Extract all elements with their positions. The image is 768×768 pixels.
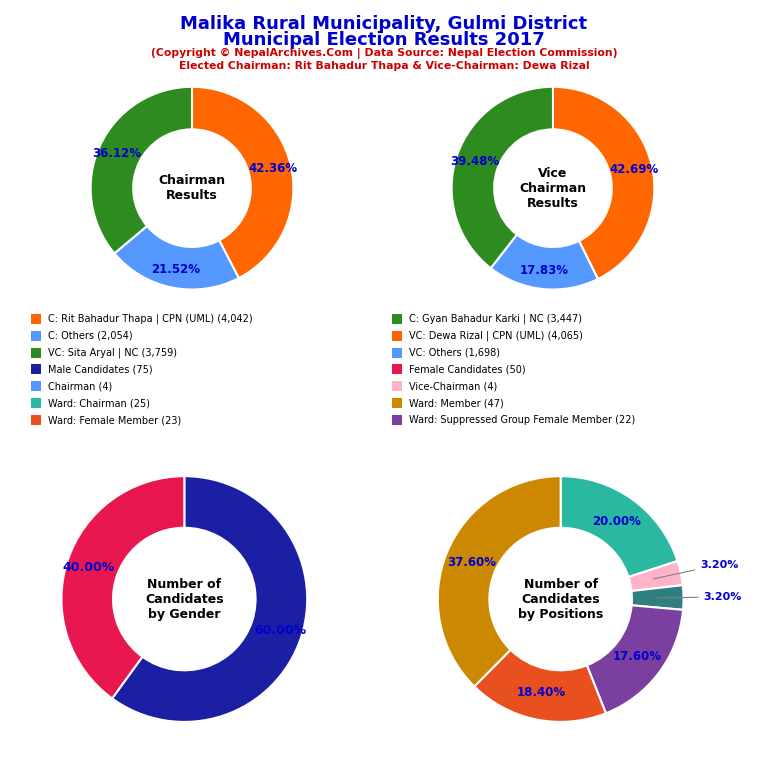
Text: VC: Dewa Rizal | CPN (UML) (4,065): VC: Dewa Rizal | CPN (UML) (4,065) [409,330,582,341]
Wedge shape [438,476,561,687]
Text: 39.48%: 39.48% [450,154,499,167]
Text: Ward: Female Member (23): Ward: Female Member (23) [48,415,181,425]
Text: Male Candidates (75): Male Candidates (75) [48,364,152,375]
Wedge shape [91,87,192,253]
Text: Chairman
Results: Chairman Results [158,174,226,202]
Text: Municipal Election Results 2017: Municipal Election Results 2017 [223,31,545,48]
Text: Elected Chairman: Rit Bahadur Thapa & Vice-Chairman: Dewa Rizal: Elected Chairman: Rit Bahadur Thapa & Vi… [179,61,589,71]
Text: Ward: Member (47): Ward: Member (47) [409,398,503,409]
Text: 42.36%: 42.36% [248,162,297,175]
Wedge shape [192,87,293,278]
Wedge shape [587,605,683,713]
Wedge shape [61,476,184,698]
Text: 18.40%: 18.40% [517,687,566,700]
Text: 3.20%: 3.20% [656,592,742,602]
Text: 37.60%: 37.60% [448,556,496,569]
Text: Malika Rural Municipality, Gulmi District: Malika Rural Municipality, Gulmi Distric… [180,15,588,33]
Text: 3.20%: 3.20% [654,560,738,579]
Text: C: Others (2,054): C: Others (2,054) [48,330,132,341]
Text: Female Candidates (50): Female Candidates (50) [409,364,525,375]
Text: 42.69%: 42.69% [609,163,658,176]
Text: VC: Others (1,698): VC: Others (1,698) [409,347,499,358]
Text: 17.60%: 17.60% [613,650,662,663]
Wedge shape [112,476,307,722]
Wedge shape [561,476,677,577]
Wedge shape [114,226,239,290]
Text: (Copyright © NepalArchives.Com | Data Source: Nepal Election Commission): (Copyright © NepalArchives.Com | Data So… [151,48,617,59]
Wedge shape [452,87,553,268]
Text: 60.00%: 60.00% [254,624,306,637]
Text: Ward: Suppressed Group Female Member (22): Ward: Suppressed Group Female Member (22… [409,415,635,425]
Text: VC: Sita Aryal | NC (3,759): VC: Sita Aryal | NC (3,759) [48,347,177,358]
Wedge shape [553,87,654,279]
Text: 36.12%: 36.12% [92,147,141,160]
Text: Ward: Chairman (25): Ward: Chairman (25) [48,398,150,409]
Text: Chairman (4): Chairman (4) [48,381,112,392]
Wedge shape [631,585,684,610]
Text: 40.00%: 40.00% [62,561,114,574]
Text: Number of
Candidates
by Gender: Number of Candidates by Gender [145,578,223,621]
Text: Vice-Chairman (4): Vice-Chairman (4) [409,381,497,392]
Text: Number of
Candidates
by Positions: Number of Candidates by Positions [518,578,604,621]
Wedge shape [628,561,683,591]
Wedge shape [491,234,598,290]
Text: 20.00%: 20.00% [593,515,641,528]
Text: 21.52%: 21.52% [151,263,200,276]
Text: C: Rit Bahadur Thapa | CPN (UML) (4,042): C: Rit Bahadur Thapa | CPN (UML) (4,042) [48,313,252,324]
Text: 17.83%: 17.83% [520,264,569,277]
Text: C: Gyan Bahadur Karki | NC (3,447): C: Gyan Bahadur Karki | NC (3,447) [409,313,581,324]
Text: Vice
Chairman
Results: Vice Chairman Results [519,167,587,210]
Wedge shape [475,650,606,722]
